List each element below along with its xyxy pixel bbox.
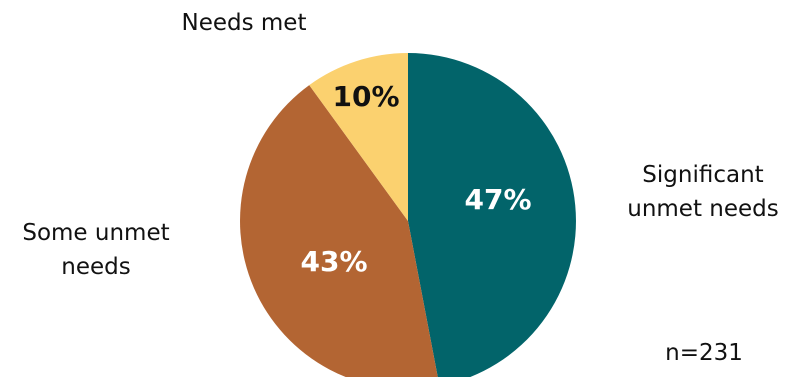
category-label-line: Significant [642,162,763,188]
value-label-significant-unmet-needs: 47% [464,183,531,216]
category-label-line: Some unmet [22,220,169,246]
value-label-some-unmet-needs: 43% [300,245,367,278]
category-label-line: Needs met [182,10,307,36]
pie-slice-needs-met [309,53,408,221]
sample-size-note: n=231 [665,340,743,366]
category-label-needs-met: Needs met [182,10,307,36]
pie-slice-significant-unmet-needs [408,53,576,381]
category-label-line: needs [61,254,130,280]
category-label-significant-unmet-needs: Significant unmet needs [627,162,779,222]
value-label-needs-met: 10% [332,80,399,113]
pie-labels: 47% Significant unmet needs 43% Some unmet ne… [22,10,778,366]
pie-slices [240,53,576,381]
category-label-some-unmet-needs: Some unmet needs [22,220,169,280]
pie-slice-some-unmet-needs [240,85,439,381]
category-label-line: unmet needs [627,196,779,222]
